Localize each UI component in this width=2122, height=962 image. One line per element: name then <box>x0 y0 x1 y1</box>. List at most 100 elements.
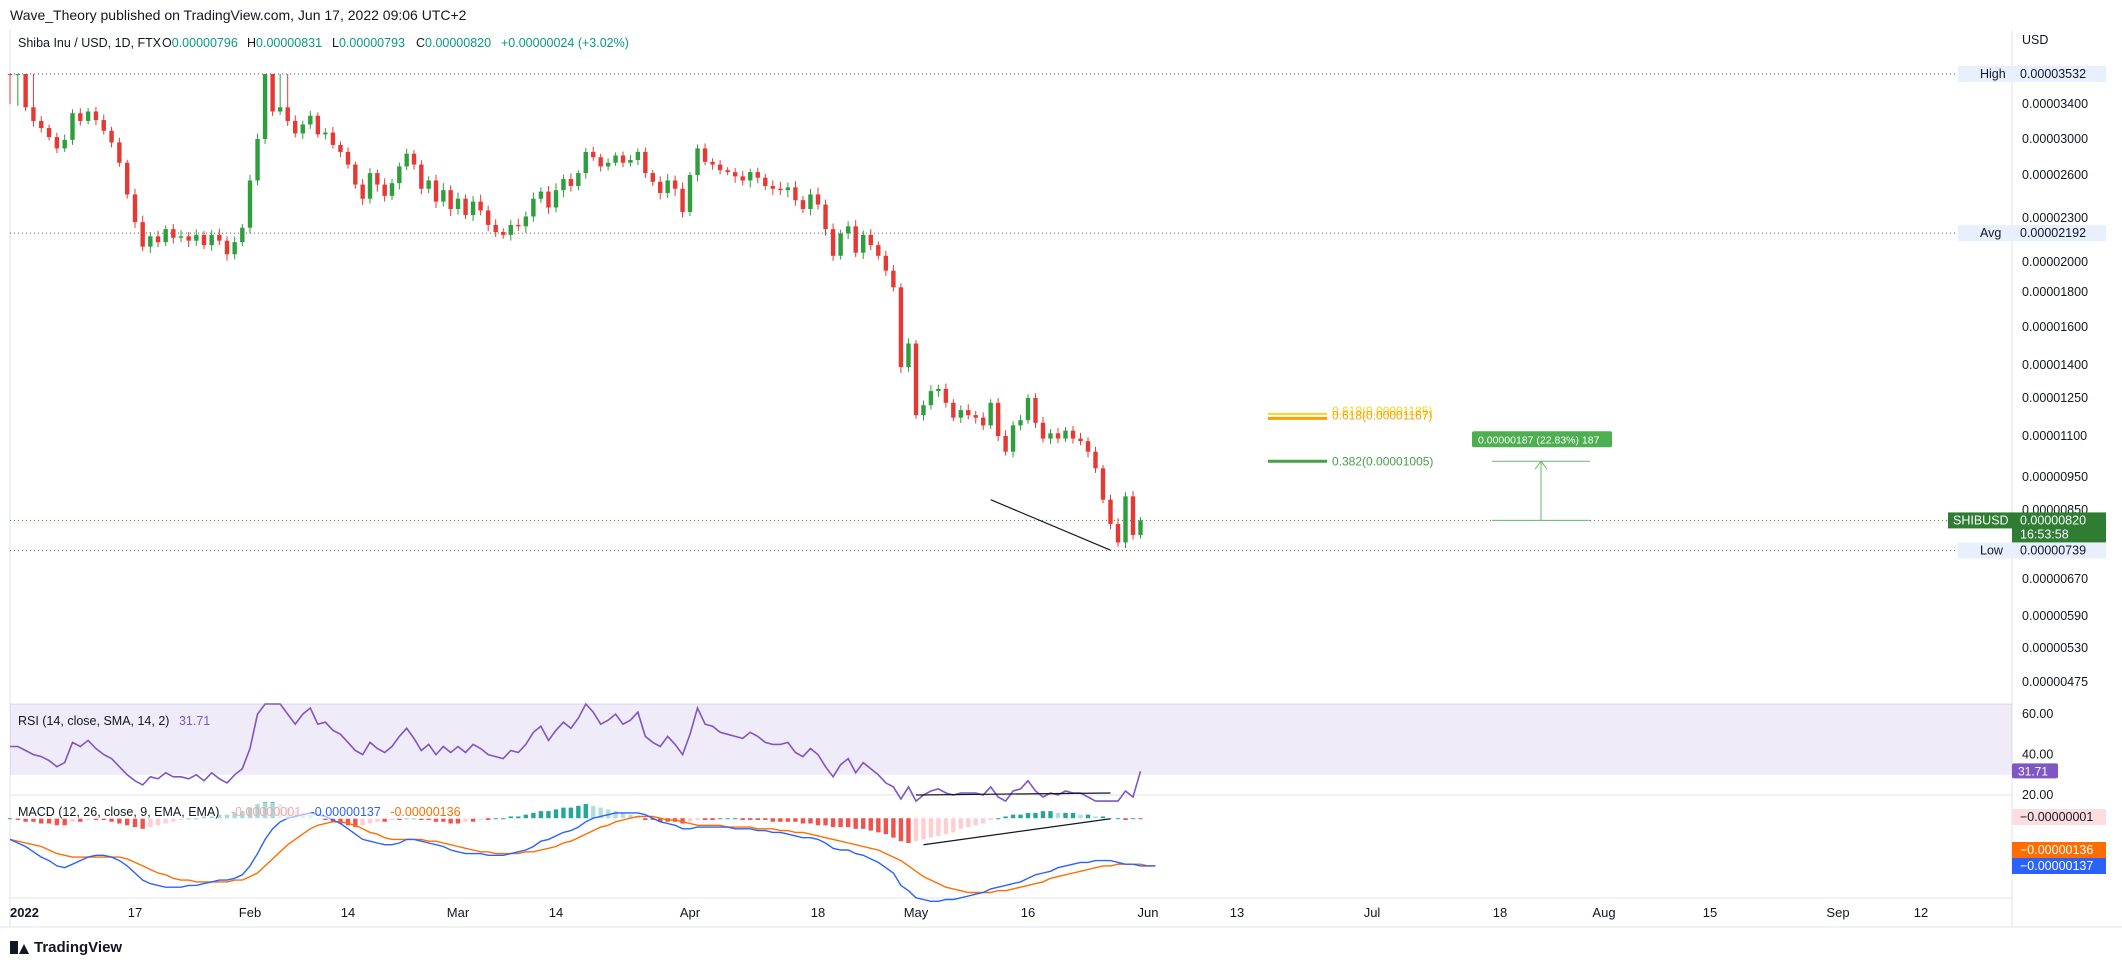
candle-body <box>576 173 581 186</box>
macd-hist-bar <box>568 807 574 819</box>
macd-hist-bar <box>382 818 387 822</box>
candle-body <box>23 74 28 108</box>
macd-signal-badge <box>2012 842 2106 858</box>
candle-body <box>224 240 230 255</box>
macd-hist-bar <box>538 811 544 819</box>
price-axis[interactable]: 0.000038000.000034000.000030000.00002600… <box>2022 67 2088 689</box>
rsi-band <box>10 704 2012 775</box>
legend-h-label: H <box>247 36 256 50</box>
macd-hist-bar <box>1100 816 1106 819</box>
candle-body <box>508 224 513 235</box>
macd-hist-bar <box>397 818 402 820</box>
symbol-badge <box>1948 512 2012 529</box>
candle-body <box>605 162 611 167</box>
target-label: 0.00000187 (22.83%) 187 <box>1478 434 1600 446</box>
candle-body <box>523 216 529 227</box>
candle-body <box>966 410 971 416</box>
rsi-value-badge <box>2012 763 2058 779</box>
macd-hist-bar <box>1018 814 1023 819</box>
candle-body <box>658 181 663 193</box>
candle-body <box>1100 468 1106 500</box>
time-tick-label: 14 <box>549 905 563 920</box>
macd-hist-bar <box>516 816 521 819</box>
time-tick-label: May <box>904 905 929 920</box>
candle-body <box>591 151 596 158</box>
candle-body <box>124 162 130 195</box>
avg-label-bg <box>1958 225 2012 242</box>
macd-hist-bar <box>419 818 424 820</box>
time-tick-label: 14 <box>341 905 355 920</box>
avg-label: Avg <box>1980 226 2001 240</box>
macd-hist-bar <box>995 818 1001 820</box>
candle-body <box>15 74 21 75</box>
macd-hist-bar <box>46 818 52 824</box>
price-pane[interactable]: Shiba Inu / USD, 1D, FTX O0.00000796 H0.… <box>7 33 2106 689</box>
candle-body <box>1130 496 1136 535</box>
macd-hist-bar <box>1130 818 1136 820</box>
macd-hist-bar <box>695 818 700 820</box>
annotations: 0.618(0.00001185)0.618(0.00001167) 0.382(… <box>990 404 1612 551</box>
candle-body <box>493 224 498 232</box>
footer-brand[interactable]: TradingView <box>10 935 122 959</box>
macd-hist-bar <box>876 818 881 833</box>
macd-hist-bar <box>54 818 60 826</box>
candle-body <box>635 151 641 160</box>
time-axis[interactable]: 2022 17 Feb 14 Mar 14 Apr 18 May 16 Jun 13 Jul 18 Aug 1… <box>10 905 1928 920</box>
rsi-tick-label: 40.00 <box>2022 748 2053 762</box>
candle-body <box>132 194 138 223</box>
legend-o: 0.00000796 <box>172 36 238 50</box>
macd-hist-bar <box>561 807 566 819</box>
candle-body <box>725 170 730 173</box>
macd-hist-bar <box>15 818 21 820</box>
time-tick-label: Jul <box>1364 905 1381 920</box>
macd-hist-bar <box>1085 814 1091 819</box>
rsi-divergence-line <box>915 792 1111 796</box>
time-tick-label: Apr <box>680 905 701 920</box>
macd-hist-bar <box>830 818 836 828</box>
candle-body <box>419 164 424 189</box>
candles <box>7 74 1143 549</box>
candle-body <box>163 229 168 243</box>
candle-body <box>800 200 806 209</box>
candle-body <box>31 107 36 121</box>
candle-body <box>285 107 290 121</box>
currency-label: USD <box>2022 33 2048 47</box>
candle-body <box>1138 520 1143 535</box>
low-value: 0.00000739 <box>2020 544 2086 558</box>
macd-hist-bar <box>323 818 328 820</box>
macd-hist-bar <box>928 818 934 838</box>
candle-body <box>300 124 305 134</box>
candle-body <box>845 226 851 234</box>
candle-body <box>988 402 993 426</box>
chart-frame <box>0 30 2122 928</box>
candle-body <box>778 188 783 191</box>
macd-pane[interactable]: MACD (12, 26, close, 9, EMA, EMA) -0.000… <box>7 802 2106 902</box>
rsi-tick-label: 60.00 <box>2022 707 2053 721</box>
candle-body <box>308 115 313 125</box>
rsi-pane[interactable]: RSI (14, close, SMA, 14, 2) 31.71 60.00 4… <box>10 702 2058 803</box>
macd-hist-bar <box>748 818 753 820</box>
price-tick-label: 0.00001800 <box>2022 285 2088 299</box>
macd-hist-bar <box>39 818 44 824</box>
macd-hist-bar <box>485 818 491 820</box>
candle-body <box>1040 422 1046 439</box>
macd-hist-bar <box>620 812 626 819</box>
candle-body <box>830 229 836 256</box>
candle-body <box>478 201 483 211</box>
macd-hist-bar <box>132 818 138 828</box>
macd-hist-bar <box>643 818 648 820</box>
macd-hist-bar <box>951 818 956 833</box>
candle-body <box>330 132 336 145</box>
candle-body <box>981 417 986 426</box>
macd-hist-bar <box>583 804 588 819</box>
candle-body <box>1078 438 1083 442</box>
macd-line-badge-text: −0.00000137 <box>2020 859 2093 873</box>
macd-legend-bg <box>12 803 482 819</box>
macd-hist-bar <box>770 818 776 822</box>
candle-body <box>360 184 365 199</box>
candle-body <box>1093 451 1098 469</box>
candle-body <box>109 130 114 143</box>
legend-o-label: O <box>162 36 172 50</box>
time-tick-label: 17 <box>128 905 142 920</box>
